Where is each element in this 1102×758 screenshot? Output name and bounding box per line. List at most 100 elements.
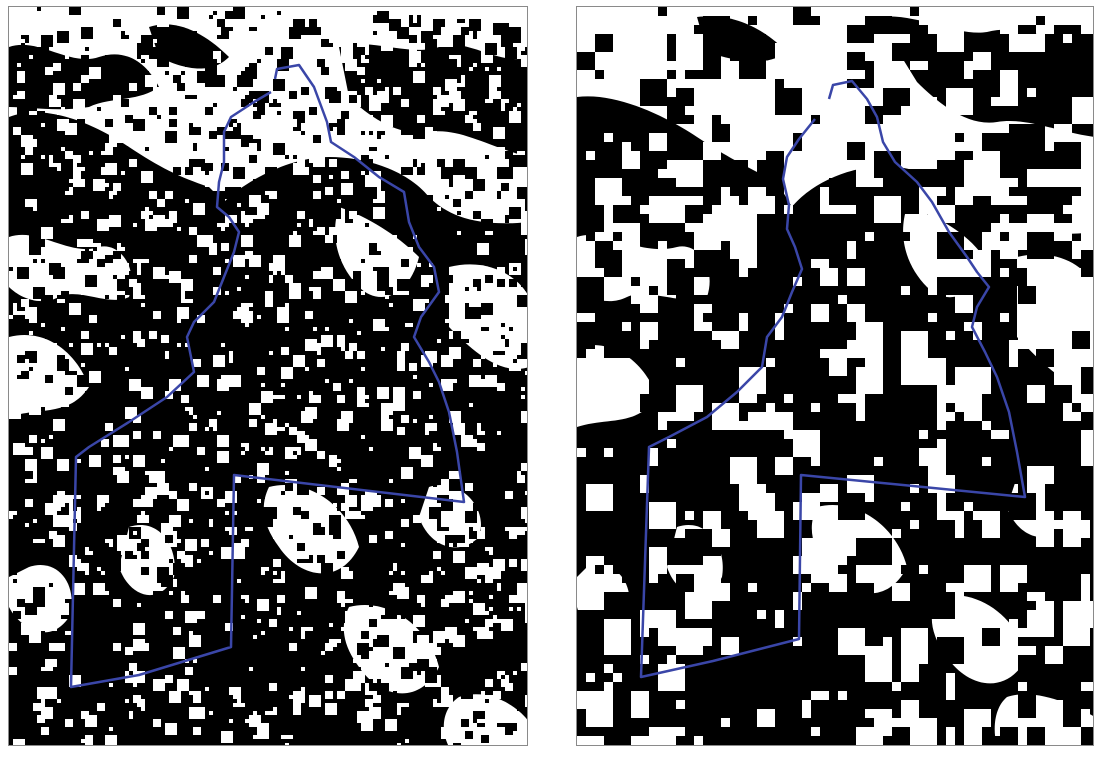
raster-pixel: [317, 127, 325, 135]
raster-pixel: [225, 259, 229, 263]
raster-pixel: [622, 637, 631, 646]
raster-pixel: [473, 583, 481, 591]
raster-pixel: [245, 527, 249, 531]
raster-pixel: [631, 691, 640, 700]
raster-pixel: [445, 627, 457, 639]
raster-pixel: [369, 707, 381, 719]
raster-pixel: [485, 275, 493, 283]
raster-pixel: [676, 430, 694, 448]
raster-pixel: [321, 535, 333, 547]
raster-pixel: [453, 507, 457, 511]
raster-pixel: [257, 723, 269, 735]
raster-pixel: [973, 70, 1000, 97]
raster-pixel: [149, 647, 153, 651]
raster-pixel: [397, 27, 409, 39]
raster-pixel: [1063, 673, 1072, 682]
raster-pixel: [469, 19, 481, 31]
raster-pixel: [748, 16, 757, 25]
raster-pixel: [149, 739, 157, 745]
raster-pixel: [289, 39, 297, 47]
raster-pixel: [281, 491, 285, 495]
raster-pixel: [676, 736, 694, 745]
raster-pixel: [373, 679, 377, 683]
raster-pixel: [125, 735, 137, 745]
raster-pixel: [613, 475, 622, 484]
raster-pixel: [221, 731, 233, 743]
raster-pixel: [802, 160, 811, 169]
raster-pixel: [676, 385, 703, 412]
raster-pixel: [45, 331, 53, 339]
raster-pixel: [1072, 97, 1093, 124]
raster-pixel: [213, 287, 221, 295]
raster-pixel: [41, 123, 45, 127]
raster-pixel: [29, 331, 33, 335]
raster-pixel: [667, 70, 676, 79]
raster-pixel: [865, 124, 874, 133]
map-panel-left: [8, 6, 528, 746]
raster-pixel: [649, 133, 667, 151]
raster-pixel: [865, 349, 883, 367]
raster-pixel: [481, 735, 489, 743]
raster-pixel: [45, 439, 53, 447]
raster-pixel: [622, 151, 640, 169]
raster-pixel: [413, 15, 417, 19]
raster-pixel: [595, 682, 604, 691]
raster-pixel: [173, 647, 185, 659]
raster-pixel: [405, 291, 409, 295]
raster-pixel: [93, 399, 105, 411]
raster-pixel: [469, 307, 481, 319]
raster-pixel: [622, 457, 640, 475]
raster-pixel: [449, 347, 461, 359]
raster-pixel: [497, 67, 501, 71]
raster-pixel: [369, 63, 373, 67]
raster-pixel: [289, 211, 293, 215]
raster-pixel: [281, 367, 293, 379]
raster-pixel: [892, 682, 901, 691]
raster-pixel: [685, 169, 703, 187]
raster-pixel: [465, 415, 473, 423]
raster-pixel: [820, 151, 838, 169]
raster-pixel: [838, 403, 856, 421]
raster-pixel: [489, 691, 493, 695]
raster-pixel: [213, 575, 221, 583]
raster-pixel: [225, 11, 233, 19]
raster-pixel: [417, 107, 425, 115]
raster-pixel: [233, 651, 241, 659]
raster-pixel: [517, 527, 525, 535]
raster-pixel: [49, 155, 53, 159]
raster-pixel: [301, 87, 309, 95]
raster-pixel: [193, 659, 197, 663]
raster-pixel: [901, 628, 928, 655]
raster-pixel: [57, 695, 61, 699]
raster-pixel: [189, 687, 193, 691]
map-panel-right: [576, 6, 1094, 746]
raster-pixel: [982, 628, 1000, 646]
raster-pixel: [325, 691, 333, 699]
raster-pixel: [525, 599, 527, 611]
raster-pixel: [193, 727, 201, 735]
raster-pixel: [1054, 520, 1063, 529]
raster-pixel: [153, 171, 157, 175]
raster-pixel: [658, 385, 667, 394]
raster-pixel: [429, 479, 433, 483]
raster-pixel: [369, 603, 373, 607]
raster-pixel: [802, 583, 811, 592]
raster-pixel: [265, 519, 273, 527]
raster-pixel: [257, 463, 269, 475]
raster-pixel: [153, 87, 161, 95]
raster-pixel: [955, 295, 973, 313]
raster-pixel: [838, 709, 847, 718]
raster-pixel: [165, 219, 173, 227]
raster-pixel: [185, 539, 197, 551]
raster-pixel: [113, 399, 121, 407]
raster-pixel: [257, 671, 261, 675]
raster-pixel: [317, 135, 321, 139]
raster-pixel: [604, 133, 613, 142]
raster-pixel: [77, 647, 81, 651]
raster-pixel: [437, 207, 441, 211]
raster-pixel: [337, 335, 341, 339]
raster-pixel: [337, 691, 345, 699]
raster-pixel: [445, 595, 453, 603]
raster-pixel: [820, 322, 847, 349]
raster-pixel: [481, 391, 485, 395]
